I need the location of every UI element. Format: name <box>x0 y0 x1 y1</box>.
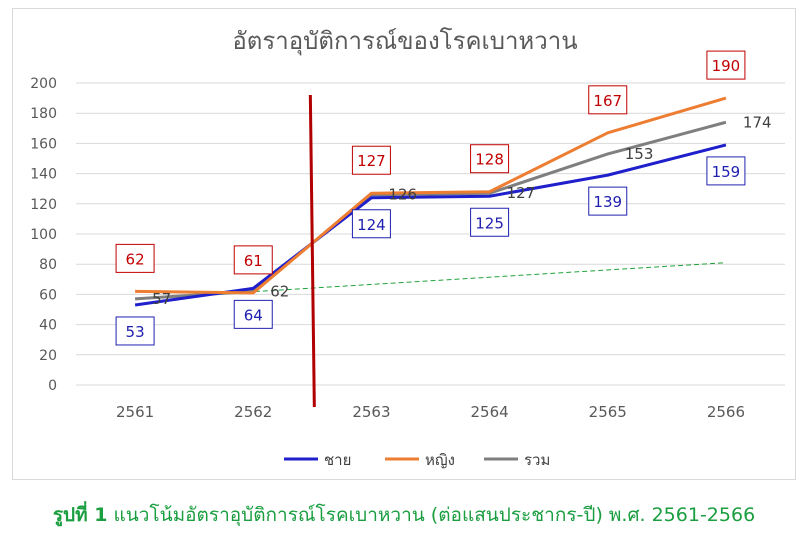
data-label-male-box <box>470 207 510 237</box>
x-tick-label: 2565 <box>589 403 627 421</box>
series-line-female <box>135 96 727 295</box>
data-label-male: 64 <box>244 306 263 324</box>
data-label-female: 61 <box>244 252 263 270</box>
y-tick-label: 140 <box>30 167 57 183</box>
series-line-male <box>134 143 727 307</box>
caption-text: แนวโน้มอัตราอุบัติการณ์โรคเบาหวาน (ต่อแส… <box>107 504 756 526</box>
data-label-total: 126 <box>388 186 417 204</box>
x-tick-label: 2563 <box>352 403 390 421</box>
data-label-female-box <box>115 243 155 273</box>
y-tick-label: 120 <box>30 197 57 213</box>
y-tick-label: 100 <box>30 227 57 243</box>
data-label-male: 125 <box>475 214 504 232</box>
data-label-male-box <box>115 316 155 346</box>
x-tick-label: 2562 <box>234 403 272 421</box>
data-label-female: 128 <box>475 151 504 169</box>
divider-line <box>308 94 316 408</box>
data-label-female-box <box>470 144 510 174</box>
data-label-total: 57 <box>152 290 171 308</box>
data-label-male-box <box>588 186 628 216</box>
line-chart: อัตราอุบัติการณ์ของโรคเบาหวาน 0 20 40 60 80 10… <box>30 27 785 469</box>
y-tick-label: 80 <box>39 257 57 273</box>
data-label-male: 159 <box>712 163 741 181</box>
data-label-total: 127 <box>507 184 536 202</box>
y-tick-label: 0 <box>48 378 57 394</box>
data-label-female: 127 <box>357 152 386 170</box>
data-label-female-box <box>351 145 391 175</box>
data-label-female-box <box>233 245 273 275</box>
data-label-female-box <box>706 50 746 80</box>
data-label-total: 174 <box>743 113 772 131</box>
y-tick-label: 60 <box>39 287 57 303</box>
data-label-total: 153 <box>625 145 654 163</box>
legend-label: หญิง <box>425 451 455 469</box>
y-tick-label: 180 <box>30 106 57 122</box>
x-tick-label: 2561 <box>116 403 154 421</box>
data-label-male: 124 <box>357 216 386 234</box>
data-label-female-box <box>588 85 628 115</box>
data-label-male-box <box>351 209 391 239</box>
data-label-female: 167 <box>593 92 622 110</box>
data-label-male-box <box>706 156 746 186</box>
data-label-female: 62 <box>126 250 145 268</box>
y-tick-label: 40 <box>39 318 57 334</box>
y-tick-label: 160 <box>30 136 57 152</box>
caption-label: รูปที่ 1 <box>52 504 108 526</box>
figure-caption: รูปที่ 1 แนวโน้มอัตราอุบัติการณ์โรคเบาหว… <box>0 500 808 530</box>
data-label-female: 190 <box>712 57 741 75</box>
y-tick-label: 20 <box>39 348 57 364</box>
legend-label: ชาย <box>324 451 351 469</box>
chart-frame: อัตราอุบัติการณ์ของโรคเบาหวาน 0 20 40 60 80 10… <box>12 8 796 480</box>
x-tick-label: 2564 <box>470 403 508 421</box>
data-label-total: 62 <box>270 282 289 300</box>
data-label-male: 53 <box>126 323 145 341</box>
data-label-male: 139 <box>593 193 622 211</box>
x-tick-label: 2566 <box>707 403 745 421</box>
data-label-male-box <box>233 299 273 329</box>
legend-label: รวม <box>524 451 550 469</box>
chart-title: อัตราอุบัติการณ์ของโรคเบาหวาน <box>232 27 577 56</box>
y-tick-label: 200 <box>30 76 57 92</box>
